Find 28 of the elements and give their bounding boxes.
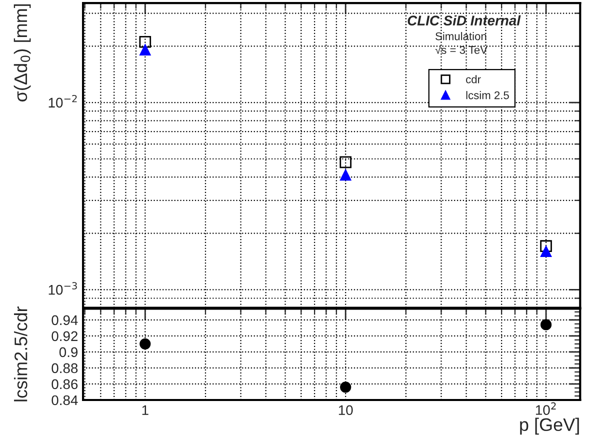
annotation: CLIC SiD Internal [408,15,521,26]
y-tick-label: 0.92 [52,331,78,342]
x-tick-label: 1 [142,405,148,415]
y-tick-label: 0.94 [52,315,78,326]
point [139,36,152,48]
x-tick-label: 10$^{2}$ [536,402,556,415]
annotation: Simulation [436,32,486,40]
y-tick-label: 10$^{−3}$ [48,282,77,295]
point [540,246,552,258]
y-tick-label: 0.9 [59,347,78,358]
x-tick-label: 10 [338,405,353,416]
point [540,319,552,330]
point [340,169,352,181]
point [140,338,151,350]
y-tick-label: 0.86 [52,379,78,390]
y-axis-title: σ(Δd$_{0}$) [mm] [14,4,31,102]
y-tick-label: 10$^{−2}$ [48,94,77,108]
y-tick-label: 0.84 [52,395,78,406]
point [540,240,552,252]
point [340,156,352,168]
y-tick-label: 0.88 [52,363,78,374]
legend-label: lcsim 2.5 [466,91,509,100]
point [340,382,352,393]
point [140,44,151,56]
annotation: √s = 3 TeV [435,45,488,54]
legend-label: cdr [466,75,481,84]
x-axis-title: p [GeV] [520,418,579,435]
y-axis-title: lcsim2.5/cdr [14,306,28,402]
